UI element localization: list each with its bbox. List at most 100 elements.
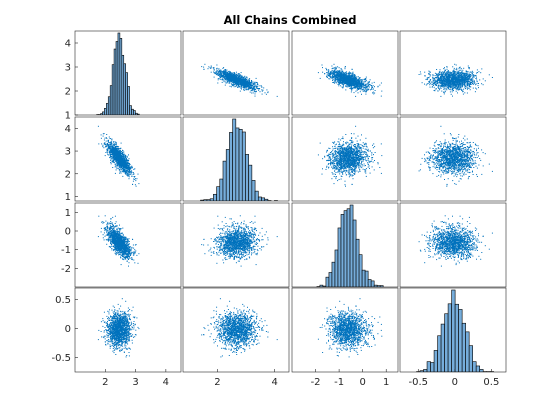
- scatter-point: [225, 77, 227, 79]
- scatter-point: [334, 79, 336, 81]
- scatter-point: [230, 77, 232, 79]
- scatter-point: [474, 82, 476, 84]
- scatter-point: [332, 79, 334, 81]
- scatter-point: [117, 163, 119, 165]
- scatter-point: [223, 80, 225, 82]
- scatter-point: [235, 82, 237, 84]
- panel-border: [399, 30, 507, 116]
- scatter-point: [441, 76, 442, 78]
- scatter-point: [246, 88, 248, 90]
- scatter-point: [364, 87, 366, 89]
- scatter-point: [336, 75, 338, 77]
- scatter-point: [259, 88, 260, 89]
- scatter-point: [345, 85, 347, 87]
- scatter-point: [458, 79, 460, 80]
- scatter-point: [123, 151, 125, 153]
- scatter-point: [238, 76, 240, 78]
- scatter-point: [116, 144, 117, 146]
- scatter-point: [371, 86, 373, 88]
- scatter-point: [327, 72, 329, 74]
- scatter-point: [238, 83, 240, 85]
- scatter-point: [459, 69, 461, 71]
- scatter-point: [476, 76, 477, 78]
- scatter-point: [453, 74, 455, 76]
- scatter-point: [225, 81, 227, 83]
- scatter-point: [467, 76, 468, 78]
- scatter-point: [328, 73, 330, 75]
- scatter-point: [103, 147, 105, 149]
- scatter-point: [468, 76, 470, 78]
- scatter-point: [452, 71, 454, 73]
- scatter-point: [427, 77, 429, 79]
- scatter-point: [340, 80, 342, 82]
- scatter-point: [466, 83, 468, 85]
- scatter-point: [476, 78, 478, 80]
- scatter-point: [361, 82, 363, 84]
- scatter-point: [256, 82, 258, 83]
- scatter-point: [465, 84, 467, 86]
- scatter-point: [235, 82, 236, 84]
- scatter-point: [453, 82, 455, 84]
- scatter-point: [466, 75, 468, 77]
- scatter-point: [361, 80, 363, 82]
- scatter-point: [456, 72, 458, 74]
- scatter-point: [473, 75, 475, 77]
- scatter-point: [456, 75, 458, 77]
- scatter-point: [465, 85, 467, 87]
- scatter-point: [453, 77, 455, 79]
- scatter-point: [229, 71, 231, 73]
- scatter-point: [257, 88, 258, 90]
- scatter-point: [444, 69, 446, 71]
- scatter-point: [210, 65, 212, 67]
- scatter-point: [229, 77, 230, 79]
- scatter-point: [227, 76, 229, 78]
- scatter-point: [342, 78, 344, 80]
- scatter-point: [233, 77, 235, 79]
- scatter-point: [453, 77, 455, 79]
- scatter-point: [444, 91, 446, 93]
- scatter-point: [425, 78, 427, 80]
- scatter-point: [235, 78, 237, 80]
- scatter-point: [449, 89, 451, 91]
- scatter-point: [434, 78, 436, 79]
- scatter-point: [468, 67, 469, 69]
- scatter-point: [225, 71, 227, 73]
- scatter-point: [113, 160, 115, 162]
- scatter-point: [352, 77, 354, 79]
- scatter-point: [227, 73, 229, 75]
- scatter-point: [346, 82, 348, 84]
- scatter-point: [475, 83, 477, 85]
- scatter-point: [348, 71, 350, 73]
- scatter-point: [126, 156, 128, 158]
- scatter-point: [358, 82, 360, 84]
- scatter-point: [354, 76, 356, 78]
- scatter-point: [335, 69, 337, 71]
- scatter-point: [233, 81, 235, 82]
- scatter-point: [112, 161, 114, 163]
- scatter-point: [120, 147, 122, 149]
- scatter-point: [460, 72, 462, 74]
- scatter-point: [461, 89, 462, 91]
- scatter-point: [247, 84, 249, 85]
- scatter-point: [220, 75, 222, 77]
- scatter-point: [261, 86, 263, 88]
- scatter-point: [471, 80, 473, 82]
- scatter-point: [227, 71, 229, 73]
- scatter-point: [342, 83, 344, 85]
- scatter-point: [108, 154, 110, 156]
- scatter-point: [339, 69, 341, 71]
- scatter-point: [203, 68, 205, 70]
- scatter-point: [470, 79, 472, 81]
- scatter-point: [457, 89, 459, 91]
- scatter-point: [240, 87, 242, 89]
- scatter-point: [255, 77, 257, 79]
- scatter-point: [448, 86, 450, 88]
- scatter-point: [476, 72, 478, 73]
- scatter-point: [455, 86, 457, 88]
- scatter-point: [347, 83, 348, 85]
- scatter-point: [432, 76, 434, 78]
- scatter-point: [217, 74, 219, 76]
- scatter-point: [353, 84, 355, 86]
- scatter-point: [464, 78, 466, 79]
- scatter-point: [338, 82, 340, 84]
